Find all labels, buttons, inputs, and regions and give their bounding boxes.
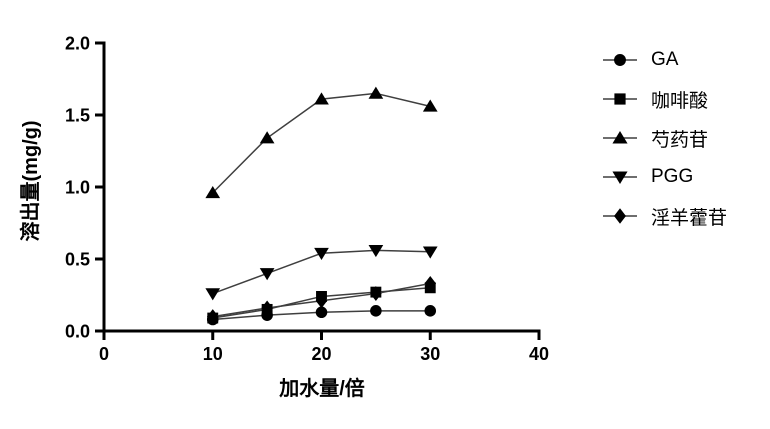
legend-square-glyph [614, 93, 626, 105]
triangle-up-marker-icon [205, 185, 221, 199]
circle-marker-icon [315, 306, 328, 319]
legend-label: 咖啡酸 [651, 90, 709, 112]
y-tick-label: 0.5 [65, 250, 90, 270]
diamond-marker-icon [424, 276, 437, 291]
legend-triangle-down-glyph [612, 171, 628, 184]
triangle-up-marker-icon [422, 99, 438, 112]
triangle-up-marker-icon [368, 86, 384, 99]
triangle-down-marker-icon [259, 268, 275, 281]
axes [95, 41, 541, 340]
y-tick-label: 1.0 [65, 178, 90, 198]
y-tick-label: 0.0 [65, 322, 90, 342]
triangle-down-marker-icon [422, 246, 438, 259]
series-line [212, 92, 431, 194]
legend-marker-triangle-up-icon [603, 131, 637, 144]
diamond-marker-icon [261, 300, 273, 316]
circle-marker-icon [370, 305, 382, 317]
y-tick-label: 1.5 [65, 106, 90, 126]
x-tick-label: 0 [99, 344, 109, 364]
x-tick-label: 40 [529, 344, 549, 364]
diamond-marker-icon [315, 293, 328, 309]
triangle-down-marker-icon [368, 245, 384, 258]
series-PGG [205, 245, 438, 301]
legend-marker-diamond-icon [603, 208, 637, 224]
circle-marker-icon [424, 305, 437, 317]
x-tick-label: 30 [420, 344, 440, 364]
triangle-up-marker-icon [259, 131, 275, 144]
legend-label: PGG [651, 166, 694, 187]
y-tick-label: 2.0 [65, 34, 90, 54]
triangle-down-marker-icon [205, 288, 221, 301]
x-tick-label: 10 [203, 344, 223, 364]
y-axis-title: 溶出量(mg/g) [20, 120, 42, 242]
triangle-up-marker-icon [314, 92, 329, 105]
legend-item: GA [602, 47, 727, 73]
legend-item: 芍药苷 [602, 125, 727, 151]
legend-diamond-glyph [614, 208, 626, 224]
legend: GA 咖啡酸 芍药苷 PGG 淫羊藿苷 [602, 47, 727, 229]
legend-marker-square-icon [603, 93, 637, 105]
diamond-marker-icon [206, 309, 219, 325]
legend-label: GA [651, 49, 679, 70]
legend-item: 咖啡酸 [602, 86, 727, 112]
triangle-down-marker-icon [314, 247, 329, 261]
series-芍药苷 [205, 86, 438, 199]
series-淫羊藿苷 [206, 276, 437, 325]
legend-item: 淫羊藿苷 [602, 203, 727, 229]
legend-label: 淫羊藿苷 [651, 207, 728, 229]
legend-marker-circle-icon [603, 54, 637, 66]
x-tick-label: 20 [311, 344, 331, 364]
legend-circle-glyph [614, 54, 626, 66]
legend-item: PGG [602, 164, 727, 190]
legend-label: 芍药苷 [651, 129, 709, 151]
legend-marker-triangle-down-icon [603, 171, 637, 184]
legend-triangle-up-glyph [612, 131, 628, 144]
x-axis-title: 加水量/倍 [279, 378, 365, 400]
diamond-marker-icon [370, 286, 382, 302]
tick-labels: 0 10 20 30 40 0.0 0.5 1.0 1.5 2.0 [65, 34, 549, 365]
